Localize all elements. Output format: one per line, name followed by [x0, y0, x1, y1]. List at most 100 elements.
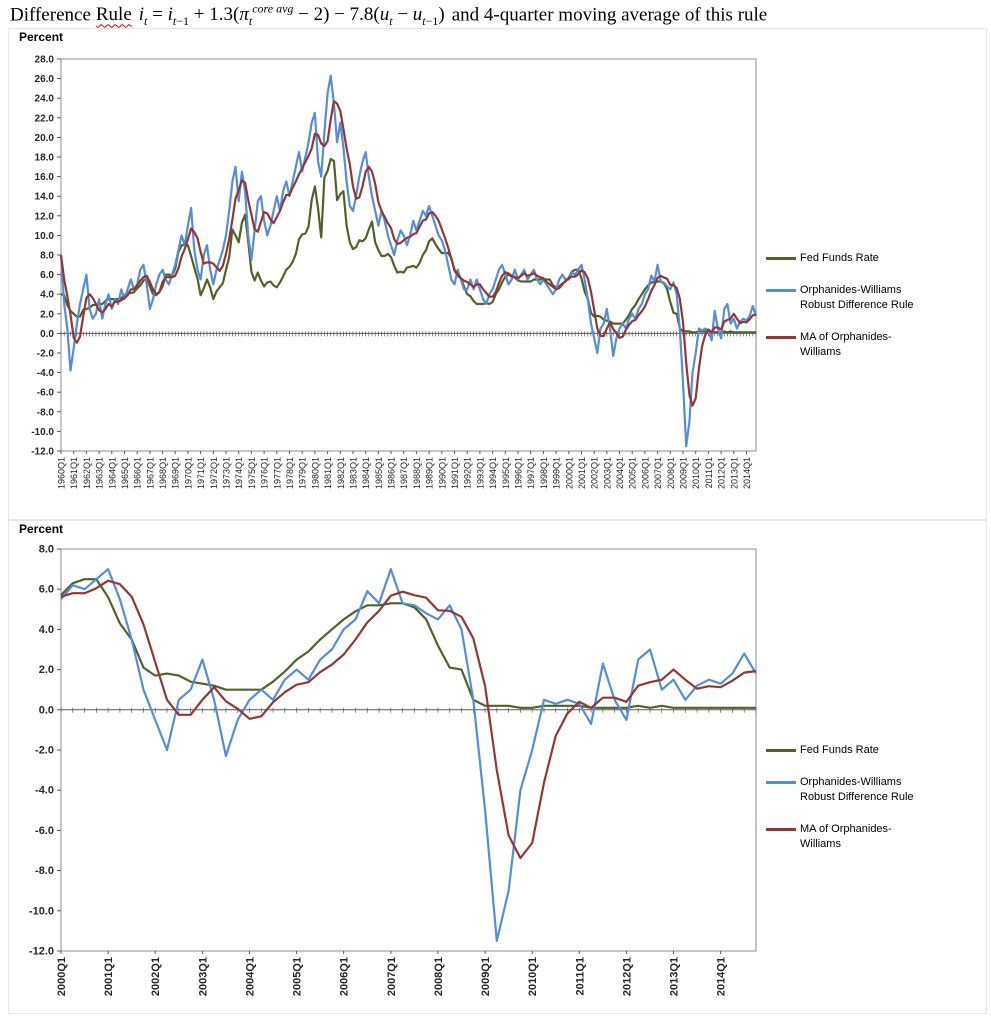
bottom-chart: 8.0 6.0 4.0 2.0 0.0 -2.0 -4.0 -6.0 -8.0 -10.0 -12.… [29, 544, 757, 996]
x-tick-label: 1983Q1 [349, 457, 359, 489]
x-tick-label: 1986Q1 [387, 457, 397, 489]
y-tick-label: -8.0 [35, 865, 54, 877]
x-tick-label: 1971Q1 [196, 457, 206, 489]
y-tick-label: 6.0 [39, 584, 54, 596]
x-tick-label: 2006Q1 [640, 457, 650, 489]
top-chart-region: Percent 28.0 26.0 24.0 22.0 20.0 18.0 16.0 14.0… [8, 28, 987, 520]
x-tick-label: 1982Q1 [336, 457, 346, 489]
y-tick-label: 14.0 [35, 192, 55, 203]
title-formula: it = it−1 + 1.3(πtcore avg − 2) − 7.8(ut… [138, 2, 445, 29]
x-tick-label: 2002Q1 [590, 457, 600, 489]
x-tick-label: 1974Q1 [234, 457, 244, 489]
x-tick-label: 2009Q1 [480, 957, 492, 996]
x-tick-label: 2011Q1 [704, 457, 714, 488]
x-tick-label: 1981Q1 [323, 457, 333, 489]
plot-border [60, 58, 757, 452]
x-tick-label: 2003Q1 [197, 957, 209, 996]
x-tick-label: 1999Q1 [552, 457, 562, 489]
percent-label-top: Percent [19, 30, 64, 44]
x-tick-label: 1992Q1 [463, 457, 473, 489]
ma-swatch-icon [766, 336, 796, 339]
x-tick-label: 1975Q1 [247, 457, 257, 489]
x-tick-label: 2014Q1 [716, 957, 728, 996]
x-tick-label: 1991Q1 [450, 457, 460, 489]
x-tick-label: 2001Q1 [103, 957, 115, 996]
x-tick-label: 2013Q1 [729, 457, 739, 489]
fed-funds-swatch-icon [766, 257, 796, 260]
fed-funds-line [60, 157, 756, 334]
legend-item-rule: Orphanides-Williams Robust Difference Ru… [766, 283, 981, 313]
legend-item-fed-funds: Fed Funds Rate [766, 251, 981, 266]
x-tick-label: 2000Q1 [564, 457, 574, 489]
x-tick-label: 1980Q1 [310, 457, 320, 489]
top-legend: Fed Funds Rate Orphanides-Williams Robus… [766, 251, 981, 360]
y-tick-label: 4.0 [39, 624, 54, 636]
y-tick-label: 12.0 [35, 211, 55, 222]
x-tick-label: 1989Q1 [425, 457, 435, 489]
y-tick-label: 24.0 [35, 94, 55, 105]
x-tick-label: 1962Q1 [82, 457, 92, 489]
legend-label-rule: Orphanides-Williams Robust Difference Ru… [800, 284, 914, 311]
y-tick-label: -6.0 [35, 825, 54, 837]
ma-line [59, 99, 757, 407]
x-tick-label: 1965Q1 [120, 457, 130, 489]
bottom-legend: Fed Funds Rate Orphanides-Williams Robus… [766, 743, 981, 852]
y-tick-label: 16.0 [35, 172, 55, 183]
legend-label-ma: MA of Orphanides-Williams [800, 823, 892, 850]
x-tick-label: 2009Q1 [679, 457, 689, 489]
y-tick-label: -4.0 [35, 785, 54, 797]
legend-label-rule: Orphanides-Williams Robust Difference Ru… [800, 776, 914, 803]
y-tick-label: 0.0 [40, 329, 54, 340]
ma-swatch-icon [766, 828, 796, 831]
x-tick-label: 1985Q1 [374, 457, 384, 489]
rule-line [59, 74, 758, 448]
x-tick-label: 2005Q1 [628, 457, 638, 489]
rule-swatch-icon [766, 781, 796, 784]
x-tick-label: 2008Q1 [666, 457, 676, 489]
x-tick-label: 1979Q1 [298, 457, 308, 489]
title-prefix: Difference [10, 4, 91, 26]
legend-item-rule: Orphanides-Williams Robust Difference Ru… [766, 775, 981, 805]
x-tick-label: 1976Q1 [260, 457, 270, 489]
legend-item-ma: MA of Orphanides-Williams [766, 822, 981, 852]
x-tick-label: 1961Q1 [69, 457, 79, 489]
x-tick-label: 1990Q1 [437, 457, 447, 489]
y-tick-label: 6.0 [40, 270, 54, 281]
x-tick-label: 2003Q1 [602, 457, 612, 489]
y-tick-label: -2.0 [35, 745, 54, 757]
x-tick-label: 2001Q1 [577, 457, 587, 489]
x-tick-label: 2008Q1 [433, 957, 445, 996]
y-tick-label: 2.0 [39, 664, 54, 676]
legend-label-fed-funds: Fed Funds Rate [800, 744, 879, 756]
x-tick-label: 2002Q1 [150, 957, 162, 996]
x-tick-label: 1984Q1 [361, 457, 371, 489]
x-tick-label: 1978Q1 [285, 457, 295, 489]
y-tick-label: 18.0 [35, 153, 55, 164]
x-tick-label: 2006Q1 [339, 957, 351, 996]
y-tick-label: -4.0 [37, 368, 55, 379]
y-tick-label: 10.0 [35, 231, 55, 242]
x-tick-label: 1970Q1 [183, 457, 193, 489]
x-tick-label: 2010Q1 [527, 957, 539, 996]
x-tick-label: 1967Q1 [145, 457, 155, 489]
y-tick-label: -10.0 [29, 905, 54, 917]
plot-border [60, 548, 757, 952]
x-tick-label: 2010Q1 [691, 457, 701, 489]
x-tick-label: 2011Q1 [574, 957, 586, 996]
y-tick-label: 8.0 [40, 251, 54, 262]
x-tick-label: 1996Q1 [514, 457, 524, 489]
rule-swatch-icon [766, 289, 796, 292]
y-tick-label: 26.0 [35, 74, 55, 85]
percent-label-bottom: Percent [19, 522, 64, 536]
x-tick-label: 2004Q1 [245, 957, 257, 996]
y-tick-label: -12.0 [29, 946, 54, 958]
y-tick-label: 20.0 [35, 133, 55, 144]
x-tick-label: 1973Q1 [222, 457, 232, 489]
top-chart: 28.0 26.0 24.0 22.0 20.0 18.0 16.0 14.0 12.0 10.0… [31, 55, 758, 489]
y-tick-label: 4.0 [40, 290, 54, 301]
x-tick-label: 1969Q1 [171, 457, 181, 489]
y-tick-label: -10.0 [31, 427, 54, 438]
x-tick-label: 1987Q1 [399, 457, 409, 489]
y-tick-label: 22.0 [35, 113, 55, 124]
title-suffix: and 4-quarter moving average of this rul… [451, 4, 768, 26]
